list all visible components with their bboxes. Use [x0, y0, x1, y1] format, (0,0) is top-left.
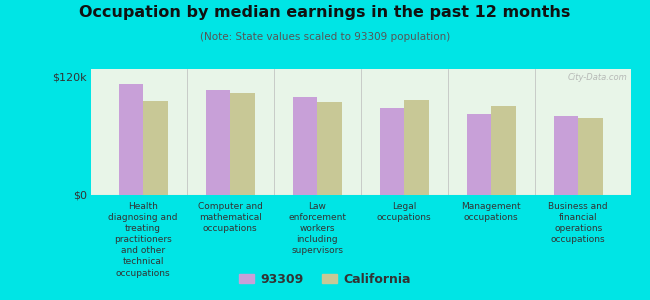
Bar [230, 93, 255, 195]
Bar [119, 84, 143, 195]
Bar [578, 118, 603, 195]
Bar [491, 106, 515, 195]
Bar [380, 108, 404, 195]
Bar [317, 103, 342, 195]
Bar [554, 116, 578, 195]
Bar [293, 97, 317, 195]
Bar [143, 101, 168, 195]
Bar [206, 90, 230, 195]
Text: (Note: State values scaled to 93309 population): (Note: State values scaled to 93309 popu… [200, 32, 450, 41]
Bar [404, 100, 428, 195]
Text: City-Data.com: City-Data.com [568, 73, 628, 82]
Bar [467, 114, 491, 195]
Legend: 93309, California: 93309, California [234, 268, 416, 291]
Text: Occupation by median earnings in the past 12 months: Occupation by median earnings in the pas… [79, 4, 571, 20]
